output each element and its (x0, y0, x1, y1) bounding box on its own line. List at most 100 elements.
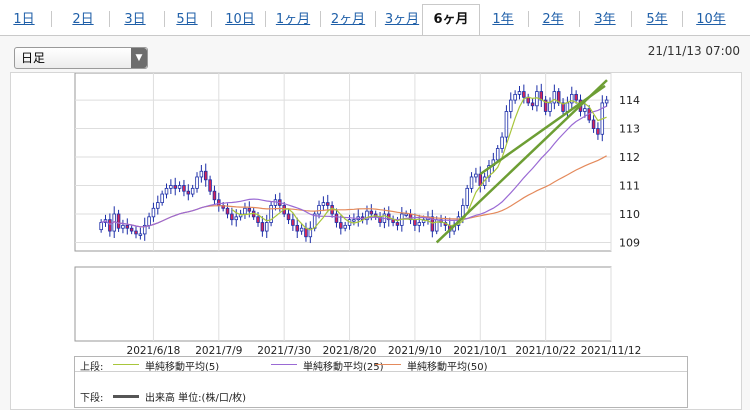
candle-body (478, 173, 483, 186)
x-tick-label: 2021/11/12 (581, 345, 642, 357)
candle-body (151, 207, 156, 218)
candle-body (121, 224, 125, 229)
sma25-line (100, 105, 607, 228)
legend-divider (75, 371, 687, 372)
legend-sma25-swatch (271, 364, 297, 365)
candle-body (530, 102, 535, 107)
candle-body (583, 108, 587, 112)
tab-2[interactable]: 3日 (124, 12, 146, 27)
candle-body (142, 224, 147, 235)
candle-body (304, 227, 308, 238)
x-tick-label: 2021/7/30 (257, 345, 311, 357)
legend-sma25: 単純移動平均(25) (303, 362, 384, 373)
tab-separator (264, 11, 266, 27)
candle-body (321, 202, 326, 206)
candle-body (352, 219, 356, 222)
candle-body (247, 207, 252, 212)
candle-body (404, 213, 408, 216)
candle-body (604, 99, 609, 104)
candle-body (212, 190, 217, 201)
x-tick-label: 2021/9/10 (388, 345, 442, 357)
x-tick-label: 2021/8/20 (323, 345, 377, 357)
candle-body (500, 136, 504, 149)
tab-13[interactable]: 10年 (696, 12, 726, 27)
legend-sma50: 単純移動平均(50) (407, 362, 488, 373)
candle-body (291, 219, 295, 226)
candle-body (299, 227, 304, 232)
price-chart: 109 110 111 112 113 114 2021/6/18 2021/7/9 2021/… (10, 72, 742, 410)
trend-line (435, 79, 608, 244)
candle-body (591, 119, 596, 129)
candle-body (365, 210, 369, 221)
y-tick-label: 111 (619, 180, 640, 193)
tab-11[interactable]: 3年 (594, 12, 616, 27)
candle-body (334, 213, 339, 223)
legend-volume: 出来高 単位:(株/口/枚) (145, 393, 247, 404)
candle-body (417, 222, 422, 226)
period-tabs: 1日 2日 3日 5日 10日 1ヶ月 2ヶ月 3ヶ月 6ヶ月 1年 2年 3年 5年 10年 (0, 0, 750, 36)
candle-body (260, 222, 265, 232)
tab-8[interactable]: 6ヶ月 (422, 4, 480, 36)
candle-body (574, 93, 578, 101)
candle-body (225, 207, 230, 215)
tab-7[interactable]: 3ヶ月 (384, 12, 420, 27)
chart-svg: 109 110 111 112 113 114 2021/6/18 2021/7/9 2021/… (74, 73, 642, 357)
y-tick-label: 110 (619, 208, 640, 221)
y-tick-label: 109 (619, 236, 640, 249)
candle-body (317, 205, 321, 215)
tab-separator (163, 11, 165, 27)
candle-body (552, 91, 557, 104)
tab-separator (375, 11, 376, 27)
legend-sma5-swatch (113, 364, 139, 365)
candle-body (190, 187, 195, 195)
candle-body (513, 93, 517, 101)
tab-separator (631, 11, 632, 27)
tab-5[interactable]: 1ヶ月 (275, 12, 311, 27)
legend-sma50-swatch (375, 364, 401, 365)
candle-body (308, 227, 313, 238)
candle-body (474, 173, 478, 178)
y-tick-label: 112 (619, 151, 640, 164)
tab-12[interactable]: 5年 (646, 12, 668, 27)
candle-body (264, 222, 269, 232)
candle-body (256, 216, 260, 223)
tab-0[interactable]: 1日 (13, 12, 35, 27)
candle-body (160, 193, 164, 203)
tab-10[interactable]: 2年 (542, 12, 564, 27)
candle-body (522, 91, 526, 98)
tab-separator (579, 11, 580, 27)
interval-select[interactable]: 日足 ▼ (14, 47, 148, 69)
candle-body (129, 227, 134, 232)
tab-4[interactable]: 10日 (225, 12, 255, 27)
tabs-divider (0, 35, 750, 36)
candle-body (548, 102, 552, 112)
candle-body (469, 176, 474, 189)
candle-body (230, 213, 234, 221)
x-tick-label: 2021/10/22 (515, 345, 576, 357)
tab-1[interactable]: 2日 (72, 12, 94, 27)
candle-body (561, 102, 565, 112)
candle-body (164, 187, 169, 195)
candle-body (395, 222, 400, 226)
tab-separator (320, 11, 321, 27)
tab-separator (528, 11, 529, 27)
candle-body (369, 210, 374, 215)
candle-body (173, 185, 177, 189)
tab-separator (51, 11, 52, 27)
candle-body (182, 185, 186, 192)
candle-body (269, 205, 273, 223)
candle-body (430, 216, 435, 232)
candle-body (195, 176, 199, 189)
tab-separator (682, 11, 683, 27)
timestamp: 21/11/13 07:00 (647, 44, 740, 58)
candle-body (99, 222, 103, 231)
interval-select-value: 日足 (21, 51, 46, 65)
tab-3[interactable]: 5日 (176, 12, 198, 27)
candle-body (596, 128, 600, 135)
tab-9[interactable]: 1年 (492, 12, 514, 27)
candle-body (125, 224, 130, 229)
chevron-down-icon[interactable]: ▼ (131, 48, 147, 68)
tab-6[interactable]: 2ヶ月 (330, 12, 366, 27)
candle-body (517, 91, 522, 95)
candle-body (203, 170, 208, 181)
